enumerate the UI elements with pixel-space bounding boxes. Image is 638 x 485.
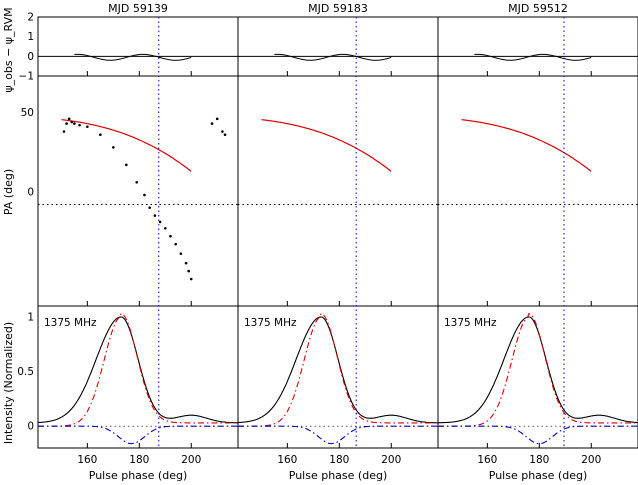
pa-point (187, 269, 190, 273)
x-axis-label: Pulse phase (deg) (489, 469, 587, 482)
pa-point (112, 146, 115, 149)
residual-tick-label: 1 (27, 31, 34, 43)
component-2-line (238, 425, 438, 445)
panel-title: MJD 59139 (108, 2, 168, 15)
pa-point (62, 130, 66, 133)
component-2-line (38, 425, 238, 445)
frequency-label: 1375 MHz (244, 317, 297, 329)
residual-tick-label: 0 (27, 51, 34, 63)
int-frame (437, 305, 638, 449)
pa-point (179, 252, 183, 255)
x-tick-label: 160 (77, 454, 97, 466)
rvm-fit-line (461, 119, 592, 172)
pa-point (189, 277, 193, 281)
pa-point (184, 261, 188, 265)
residual-series (74, 53, 192, 61)
intensity-tick-label: 0 (27, 421, 34, 433)
y-axis-label-pa: PA (deg) (2, 169, 15, 215)
pa-point (221, 130, 224, 133)
total-intensity-line (37, 316, 238, 424)
residual-series (474, 53, 592, 61)
pa-point (78, 123, 81, 127)
panel-2: MJD 59183 1375 MHz 160 180 200 Pulse phase (d… (237, 2, 439, 482)
intensity-tick-label: 0.5 (17, 366, 34, 378)
pa-frame (37, 75, 239, 307)
panel-title: MJD 59183 (308, 2, 368, 15)
pa-point (210, 122, 214, 125)
pa-frame (437, 75, 638, 307)
panels-root: MJD 59139 −1 0 1 2 0 50 1375 MHz 0 0.5 1 160 180 200 P… (17, 2, 638, 482)
x-tick-label: 160 (477, 454, 497, 466)
component-1-line (38, 312, 238, 427)
pa-point (174, 242, 177, 246)
residual-tick-label: −1 (19, 71, 34, 83)
pa-point (153, 214, 157, 217)
pa-point (99, 133, 102, 136)
component-1-line (238, 312, 438, 427)
x-tick-label: 180 (529, 454, 549, 466)
total-intensity-line (437, 316, 638, 424)
x-tick-label: 180 (129, 454, 149, 466)
pa-point (65, 122, 68, 125)
panel-title: MJD 59512 (508, 2, 568, 15)
pa-point (169, 234, 172, 238)
res-frame (37, 16, 239, 77)
pa-point (163, 226, 167, 230)
total-intensity-line (237, 316, 438, 424)
pa-point (73, 122, 76, 125)
pa-point (158, 220, 162, 224)
pa-point (125, 163, 128, 167)
panel-1: MJD 59139 −1 0 1 2 0 50 1375 MHz 0 0.5 1 160 180 200 P… (17, 2, 239, 482)
pa-point (143, 193, 146, 197)
pa-point (67, 117, 71, 121)
pa-point (215, 117, 219, 121)
x-tick-label: 160 (277, 454, 297, 466)
residual-series (274, 53, 392, 61)
res-frame (237, 16, 439, 77)
panel-3: MJD 59512 1375 MHz 160 180 200 Pulse phase (d… (437, 2, 638, 482)
pa-point (86, 125, 89, 129)
rvm-fit-line (61, 119, 192, 172)
rvm-fit-line (261, 119, 392, 172)
pa-frame (237, 75, 439, 307)
x-tick-label: 200 (381, 454, 401, 466)
x-tick-label: 200 (181, 454, 201, 466)
pa-point (70, 120, 74, 124)
x-tick-label: 180 (329, 454, 349, 466)
pa-point (223, 133, 227, 136)
pa-tick-label: 50 (21, 107, 34, 119)
pa-point (135, 180, 139, 184)
residual-tick-label: 2 (27, 12, 34, 24)
x-tick-label: 200 (581, 454, 601, 466)
res-frame (437, 16, 638, 77)
pa-point (148, 206, 151, 209)
frequency-label: 1375 MHz (44, 317, 97, 329)
pa-tick-label: 0 (27, 186, 34, 198)
x-axis-label: Pulse phase (deg) (289, 469, 387, 482)
component-2-line (438, 425, 638, 445)
y-axis-label-intensity: Intensity (Normalized) (2, 322, 15, 444)
y-axis-label-residual: ψ_obs − ψ_RVM (2, 7, 15, 92)
frequency-label: 1375 MHz (444, 317, 497, 329)
x-axis-label: Pulse phase (deg) (89, 469, 187, 482)
intensity-tick-label: 1 (27, 311, 34, 323)
